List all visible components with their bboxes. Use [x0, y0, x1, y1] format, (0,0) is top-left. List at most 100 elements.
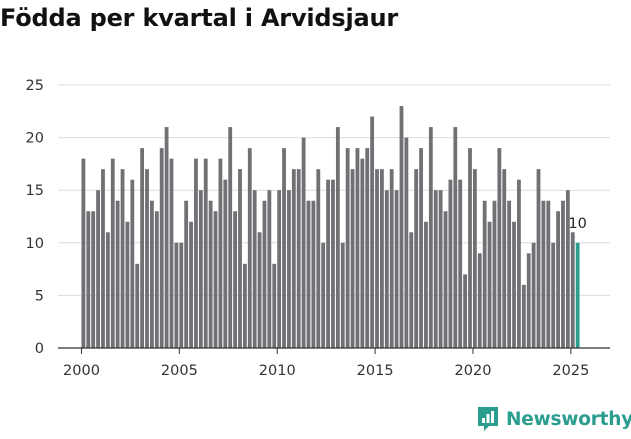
bar [497, 148, 502, 348]
bar [340, 242, 345, 348]
bar [154, 211, 159, 348]
bar [487, 221, 492, 348]
bar [247, 148, 252, 348]
bar [541, 200, 546, 348]
bar [389, 169, 394, 348]
x-axis-ticks: 2000 2005 2010 2015 2020 2025 [58, 347, 610, 379]
bar-highlight [575, 242, 580, 348]
bar [472, 169, 477, 348]
bar [213, 211, 218, 348]
bar [463, 274, 468, 348]
bar [316, 169, 321, 348]
bar [380, 169, 384, 348]
bar [526, 253, 531, 348]
bar [565, 190, 570, 348]
bar [233, 211, 238, 348]
bar [120, 169, 125, 348]
brand-name: Newsworthy [506, 408, 631, 430]
bar [145, 169, 149, 348]
bar [262, 200, 267, 348]
bar [521, 284, 526, 348]
bar [365, 148, 370, 348]
bar [345, 148, 350, 348]
bar [184, 200, 189, 348]
bar [282, 148, 286, 348]
bar [375, 169, 379, 348]
bar [570, 232, 575, 348]
bar [169, 158, 174, 348]
bar [468, 148, 472, 348]
bar [296, 169, 301, 348]
bar [414, 169, 419, 348]
bar [198, 190, 203, 348]
y-tick-label: 25 [26, 78, 44, 94]
bar-series [81, 106, 580, 348]
x-tick-label: 2020 [455, 363, 492, 379]
bar [350, 169, 355, 348]
bar [257, 232, 262, 348]
bar [306, 200, 311, 348]
bar [370, 116, 375, 348]
bar [189, 221, 193, 348]
x-tick-label: 2005 [161, 363, 198, 379]
newsworthy-logo: Newsworthy [476, 406, 631, 432]
bar [110, 158, 115, 348]
bar [291, 169, 296, 348]
bar [203, 158, 208, 348]
bar [301, 137, 306, 348]
bar [404, 137, 409, 348]
bar [551, 242, 556, 348]
bar [507, 200, 512, 348]
bar [267, 190, 272, 348]
bar [96, 190, 100, 348]
bar [512, 221, 516, 348]
y-tick-label: 10 [26, 236, 44, 252]
bar [458, 179, 463, 348]
bar-chart-speech-icon [478, 407, 498, 431]
y-tick-label: 5 [35, 288, 44, 304]
bar [164, 127, 169, 348]
bar [335, 127, 340, 348]
bar [536, 169, 541, 348]
bar [159, 148, 164, 348]
bar [517, 179, 521, 348]
bar [208, 200, 213, 348]
bar [277, 190, 282, 348]
bar [105, 232, 110, 348]
bar [394, 190, 399, 348]
x-tick-label: 2010 [259, 363, 296, 379]
bar [433, 190, 438, 348]
y-tick-label: 15 [26, 183, 44, 199]
bar [174, 242, 179, 348]
chart-title: Födda per kvartal i Arvidsjaur [0, 4, 399, 32]
bar [360, 158, 365, 348]
bar [179, 242, 184, 348]
y-axis-ticks: 0 5 10 15 20 25 [26, 78, 44, 357]
bar [409, 232, 414, 348]
x-tick-label: 2015 [357, 363, 394, 379]
bar [443, 211, 448, 348]
bar [502, 169, 507, 348]
bar [91, 211, 96, 348]
bar [531, 242, 536, 348]
bar [492, 200, 497, 348]
bar [384, 190, 389, 348]
bar [242, 263, 247, 348]
bar [355, 148, 360, 348]
x-tick-label: 2025 [552, 363, 589, 379]
bar [331, 179, 335, 348]
last-value-label: 10 [568, 216, 586, 232]
bar [448, 179, 453, 348]
bar [86, 211, 91, 348]
bar [561, 200, 565, 348]
bar [115, 200, 120, 348]
bar [218, 158, 223, 348]
bar [125, 221, 130, 348]
bar [252, 190, 257, 348]
bar [135, 263, 140, 348]
bar [399, 106, 404, 348]
bar [238, 169, 242, 348]
bar [438, 190, 443, 348]
bar [477, 253, 482, 348]
